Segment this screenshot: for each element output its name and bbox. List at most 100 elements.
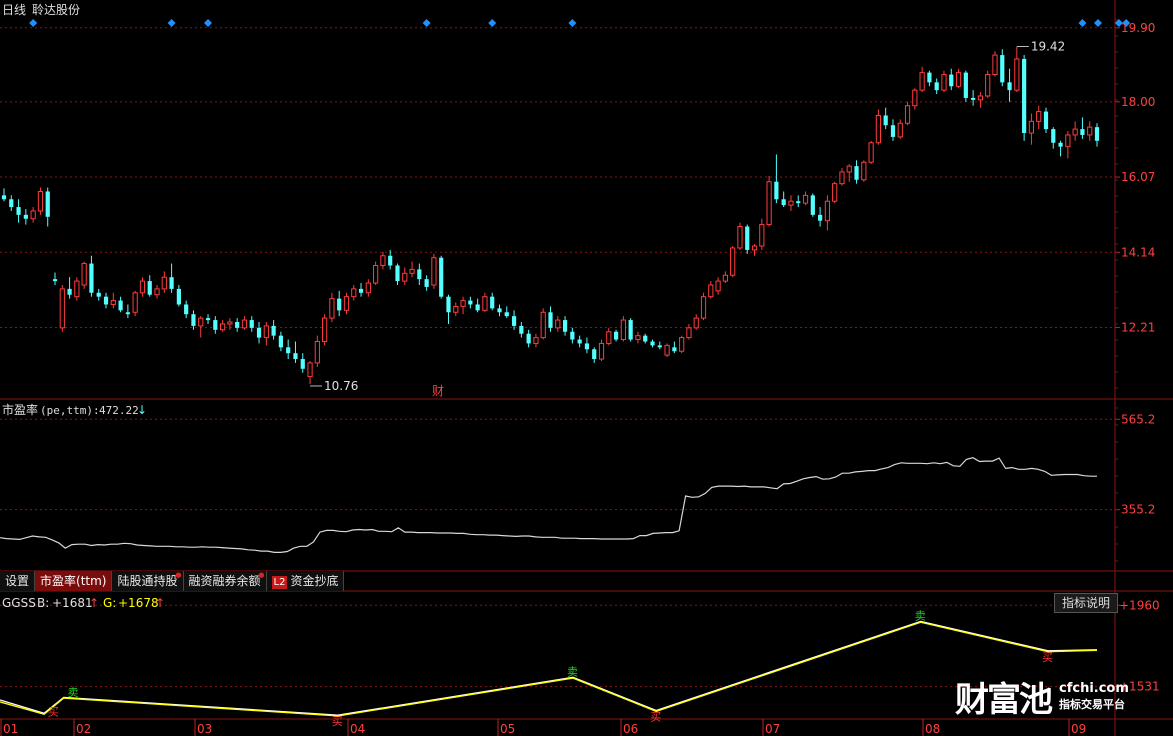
month-label: 07 xyxy=(765,722,780,736)
candle-body xyxy=(220,323,226,331)
candle-body xyxy=(875,114,881,144)
tab-settings[interactable]: 设置 xyxy=(0,571,36,591)
candle-body xyxy=(971,97,976,100)
price-tick-label: 14.14 xyxy=(1121,245,1155,259)
buy-signal-label: 买 xyxy=(332,715,343,728)
month-label: 09 xyxy=(1071,722,1086,736)
candle-body xyxy=(562,320,568,332)
tab-pe-ttm[interactable]: 市盈率(ttm) xyxy=(35,571,113,591)
up-arrow-icon: ↑ xyxy=(89,596,99,610)
pe-title: 市盈率 xyxy=(2,402,38,417)
candle-body xyxy=(511,316,517,326)
candle-body xyxy=(409,268,415,274)
buy-signal-label: 买 xyxy=(48,705,59,718)
candle-body xyxy=(672,347,677,352)
l2-badge: L2 xyxy=(271,576,288,589)
candle-body xyxy=(650,341,655,346)
indicator-help-button[interactable]: 指标说明 xyxy=(1054,593,1118,613)
candle-body xyxy=(897,122,903,138)
candle-body xyxy=(1072,128,1078,136)
candle-body xyxy=(198,317,204,327)
candle-body xyxy=(934,82,939,91)
candle-body xyxy=(9,199,14,208)
candle-body xyxy=(533,337,539,344)
signal-diamond-icon xyxy=(1094,19,1102,27)
month-label: 01 xyxy=(3,722,18,736)
pe-line-series[interactable] xyxy=(0,457,1097,553)
buy-signal-label: 买 xyxy=(1042,651,1053,664)
logo-text: 财富池 xyxy=(955,680,1053,720)
ggss-axis: +1960 +1531 xyxy=(1115,598,1160,694)
candle-body xyxy=(519,325,524,334)
ggss-g-line xyxy=(0,621,1098,717)
pe-line xyxy=(0,457,1097,553)
candle-body xyxy=(402,272,408,282)
candlestick-series[interactable] xyxy=(1,46,1100,384)
candle-body xyxy=(45,191,50,217)
candle-body xyxy=(919,72,925,91)
candle-body xyxy=(59,288,65,329)
signal-markers xyxy=(29,19,1131,27)
signal-diamond-icon xyxy=(29,19,38,27)
ggss-g-label: G: xyxy=(103,596,116,610)
candle-body xyxy=(286,347,291,354)
candle-body xyxy=(643,335,648,342)
candle-body xyxy=(307,362,313,378)
candle-body xyxy=(453,305,459,313)
signal-diamond-icon xyxy=(488,19,497,27)
candle-body xyxy=(16,207,21,215)
candle-body xyxy=(774,181,779,200)
candle-body xyxy=(1,195,7,200)
sell-signal-label: 卖 xyxy=(567,665,578,678)
month-label: 02 xyxy=(76,722,91,736)
candle-body xyxy=(927,72,932,83)
tab-label: 设置 xyxy=(5,574,30,588)
site-logo: 财富池 cfchi.com 指标交易平台 xyxy=(955,672,1129,721)
tab-margin-balance[interactable]: 融资融券余额 ● xyxy=(183,571,267,591)
tab-label: 资金抄底 xyxy=(290,574,339,588)
candle-body xyxy=(176,288,181,305)
candle-body xyxy=(235,322,240,328)
price-tick-label: 19.90 xyxy=(1121,21,1155,35)
candle-body xyxy=(343,296,350,311)
candle-body xyxy=(1022,58,1027,134)
candle-body xyxy=(832,183,838,202)
candle-body xyxy=(985,74,991,97)
pe-params: (pe,ttm): xyxy=(40,404,100,417)
candle-body xyxy=(745,226,750,250)
signal-diamond-icon xyxy=(167,19,176,27)
financial-report-marker[interactable]: 财 xyxy=(432,384,444,398)
pe-value: 472.22 xyxy=(99,404,139,417)
price-tick-label: 12.21 xyxy=(1121,320,1155,334)
candle-body xyxy=(592,349,597,360)
candle-body xyxy=(977,95,984,101)
new-dot-icon: ● xyxy=(258,571,265,579)
period-label: 日线 xyxy=(2,3,26,17)
candle-body xyxy=(759,224,765,247)
high-value-label: 19.42 xyxy=(1031,39,1065,53)
candle-body xyxy=(955,72,962,87)
candle-body xyxy=(504,312,509,317)
candle-body xyxy=(540,311,546,339)
candle-body xyxy=(679,337,685,352)
signal-diamond-icon xyxy=(1114,19,1123,27)
candle-body xyxy=(686,327,692,339)
candle-body xyxy=(460,300,466,307)
tab-fund-bottom[interactable]: L2 资金抄底 xyxy=(266,571,345,591)
candle-body xyxy=(824,200,830,222)
candle-body xyxy=(417,269,422,280)
candle-body xyxy=(23,214,28,219)
candle-body xyxy=(373,265,379,284)
candle-body xyxy=(314,340,320,364)
candle-body xyxy=(577,339,582,344)
candle-body xyxy=(227,321,233,325)
candle-body xyxy=(584,343,590,350)
candle-body xyxy=(628,320,633,340)
candle-body xyxy=(1065,134,1071,148)
tab-northbound-holding[interactable]: 陆股通持股 ● xyxy=(112,571,184,591)
candle-body xyxy=(30,210,36,220)
candle-body xyxy=(861,161,867,181)
candle-body xyxy=(1036,111,1042,122)
ggss-line-series[interactable] xyxy=(0,620,1098,717)
